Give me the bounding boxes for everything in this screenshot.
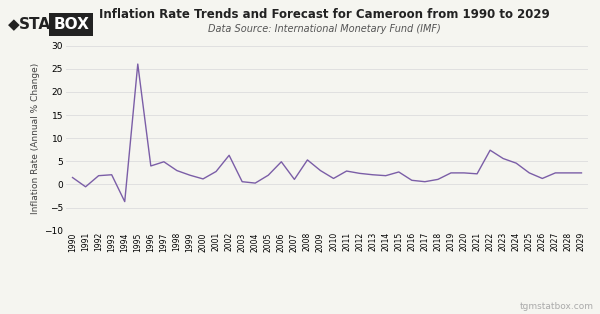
Text: tgmstatbox.com: tgmstatbox.com xyxy=(520,302,594,311)
Text: STAT: STAT xyxy=(19,17,60,32)
Text: Inflation Rate Trends and Forecast for Cameroon from 1990 to 2029: Inflation Rate Trends and Forecast for C… xyxy=(98,8,550,21)
Text: ◆: ◆ xyxy=(8,17,19,32)
Text: Data Source: International Monetary Fund (IMF): Data Source: International Monetary Fund… xyxy=(208,24,440,34)
Y-axis label: Inflation Rate (Annual % Change): Inflation Rate (Annual % Change) xyxy=(31,62,40,214)
Text: BOX: BOX xyxy=(53,17,89,32)
